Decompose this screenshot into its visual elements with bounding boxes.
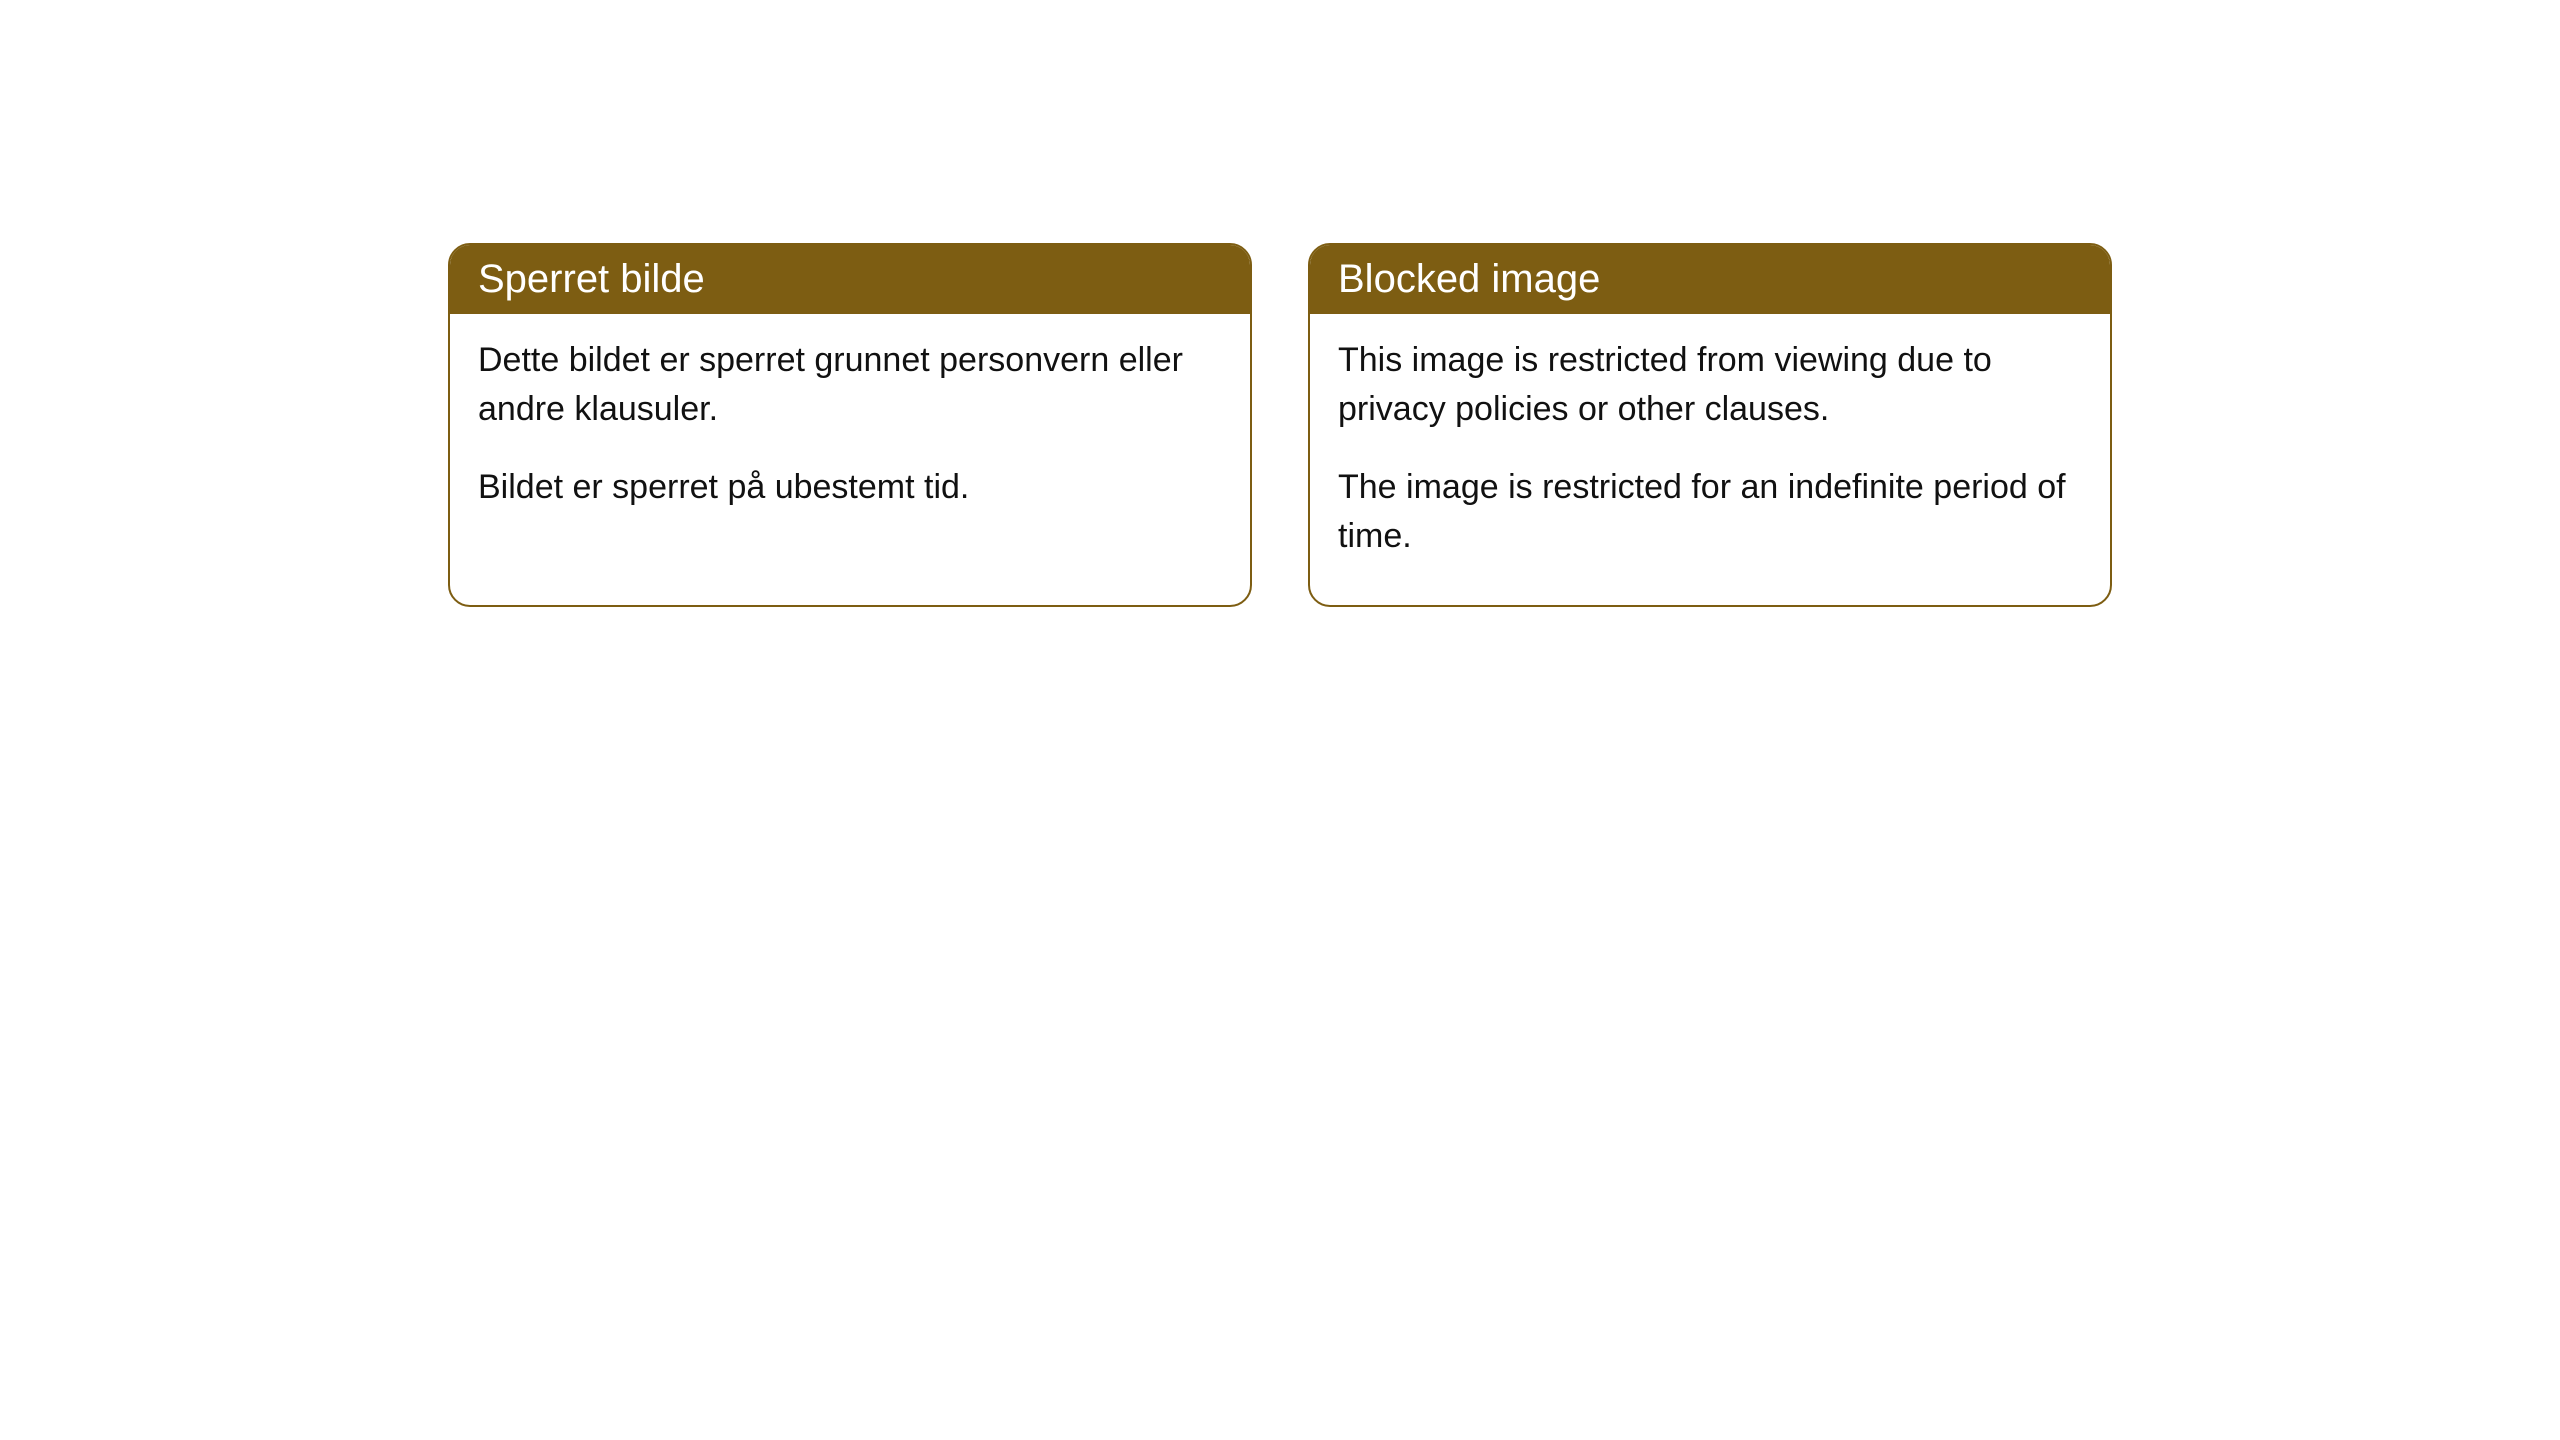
card-header: Blocked image [1310, 245, 2110, 314]
card-paragraph: Bildet er sperret på ubestemt tid. [478, 463, 1222, 512]
card-paragraph: Dette bildet er sperret grunnet personve… [478, 336, 1222, 435]
notice-cards-container: Sperret bilde Dette bildet er sperret gr… [448, 243, 2112, 607]
card-body: Dette bildet er sperret grunnet personve… [450, 314, 1250, 556]
card-paragraph: This image is restricted from viewing du… [1338, 336, 2082, 435]
card-header: Sperret bilde [450, 245, 1250, 314]
notice-card-english: Blocked image This image is restricted f… [1308, 243, 2112, 607]
card-paragraph: The image is restricted for an indefinit… [1338, 463, 2082, 562]
card-title: Blocked image [1338, 257, 1600, 301]
card-title: Sperret bilde [478, 257, 705, 301]
notice-card-norwegian: Sperret bilde Dette bildet er sperret gr… [448, 243, 1252, 607]
card-body: This image is restricted from viewing du… [1310, 314, 2110, 605]
